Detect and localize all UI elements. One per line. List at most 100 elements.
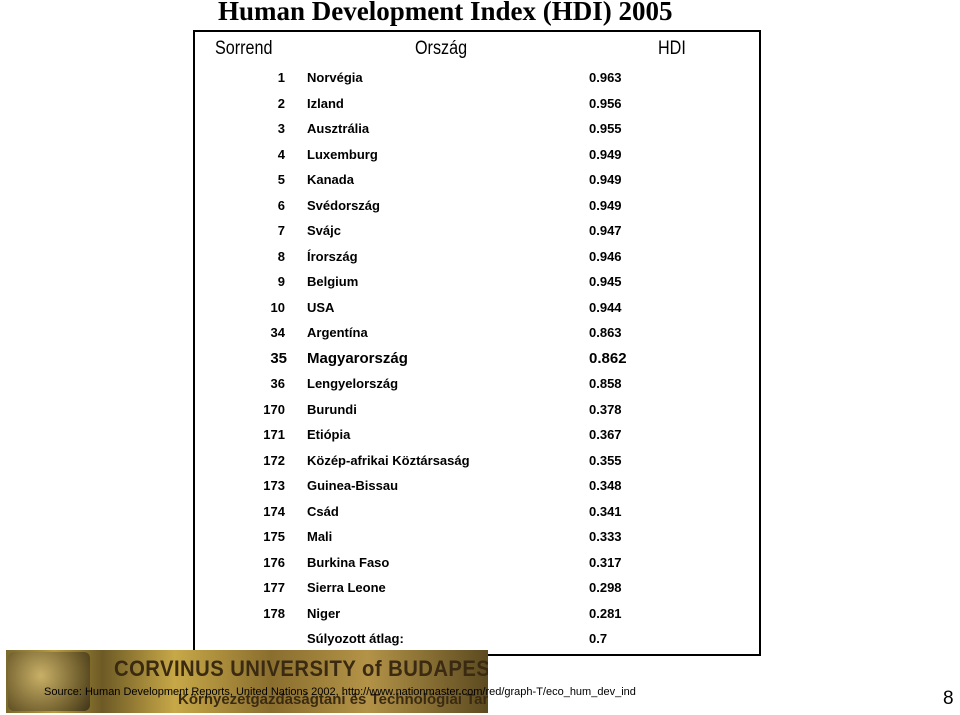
- rank-cell: 6: [277, 197, 285, 213]
- table-row: 177 Sierra Leone 0.298: [195, 575, 759, 600]
- country-cell: Lengyelország: [307, 376, 399, 391]
- country-cell: Belgium: [307, 274, 359, 289]
- country-cell: Argentína: [307, 325, 368, 340]
- rank-cell: 10: [270, 299, 285, 315]
- country-cell: Niger: [307, 605, 341, 621]
- table-row: 2 Izland 0.956: [195, 91, 759, 116]
- hdi-cell: 0.945: [589, 274, 622, 289]
- country-cell: Svédország: [307, 197, 380, 213]
- country-cell: Etiópia: [307, 427, 351, 442]
- hdi-cell: 0.367: [589, 427, 622, 442]
- hdi-cell: 0.348: [589, 478, 622, 493]
- hdi-cell: 0.947: [589, 223, 622, 238]
- hdi-cell: 0.949: [589, 146, 622, 162]
- hdi-cell: 0.963: [589, 70, 622, 85]
- rank-cell: 170: [263, 401, 285, 417]
- table-row: Súlyozott átlag: 0.7: [195, 626, 759, 651]
- hdi-cell: 0.298: [589, 580, 622, 595]
- table-row: 175 Mali 0.333: [195, 524, 759, 549]
- hdi-cell: 0.944: [589, 299, 622, 315]
- table-row: 178 Niger 0.281: [195, 601, 759, 626]
- hdi-cell: 0.341: [589, 503, 622, 519]
- table-row: 171 Etiópia 0.367: [195, 422, 759, 447]
- country-cell: USA: [307, 299, 335, 315]
- rank-cell: 8: [277, 248, 285, 264]
- table-row: 34 Argentína 0.863: [195, 320, 759, 345]
- table-row: 36 Lengyelország 0.858: [195, 371, 759, 396]
- rank-cell: 7: [277, 223, 285, 238]
- header-country: Ország: [415, 38, 468, 59]
- table-row: 4 Luxemburg 0.949: [195, 142, 759, 167]
- country-cell: Burkina Faso: [307, 554, 390, 570]
- rank-cell: 9: [277, 274, 285, 289]
- table-row: 6 Svédország 0.949: [195, 193, 759, 218]
- page-title: Human Development Index (HDI) 2005: [218, 0, 673, 26]
- rank-cell: 174: [263, 503, 285, 519]
- country-cell: Magyarország: [307, 349, 408, 367]
- country-cell: Sierra Leone: [307, 580, 386, 595]
- university-banner: CORVINUS UNIVERSITY of BUDAPEST Környeze…: [6, 650, 488, 713]
- table-row: 8 Írország 0.946: [195, 244, 759, 269]
- table-row: 174 Csád 0.341: [195, 499, 759, 524]
- rank-cell: 5: [277, 172, 285, 187]
- table-row: 176 Burkina Faso 0.317: [195, 550, 759, 575]
- table-row: 9 Belgium 0.945: [195, 269, 759, 294]
- hdi-cell: 0.378: [589, 401, 622, 417]
- footer: CORVINUS UNIVERSITY of BUDAPEST Környeze…: [0, 650, 960, 715]
- header-hdi: HDI: [658, 38, 686, 59]
- hdi-cell: 0.858: [589, 376, 622, 391]
- rank-cell: 175: [263, 529, 285, 544]
- rank-cell: 3: [277, 121, 285, 136]
- hdi-cell: 0.956: [589, 95, 622, 111]
- hdi-cell: 0.333: [589, 529, 622, 544]
- rank-cell: 171: [263, 427, 285, 442]
- rank-cell: 35: [270, 349, 287, 367]
- rank-cell: 1: [277, 70, 285, 85]
- hdi-cell: 0.317: [589, 554, 622, 570]
- table-row: 1 Norvégia 0.963: [195, 65, 759, 90]
- hdi-cell: 0.949: [589, 172, 622, 187]
- rank-cell: 178: [263, 605, 285, 621]
- rank-cell: 176: [263, 554, 285, 570]
- header-rank: Sorrend: [215, 38, 273, 59]
- country-cell: Svájc: [307, 223, 341, 238]
- university-crest-icon: [8, 652, 90, 711]
- source-citation: Source: Human Development Reports, Unite…: [44, 686, 636, 698]
- country-cell: Mali: [307, 529, 333, 544]
- hdi-cell: 0.281: [589, 605, 622, 621]
- rank-cell: 34: [270, 325, 285, 340]
- country-cell: Közép-afrikai Köztársaság: [307, 452, 470, 468]
- rank-cell: 177: [263, 580, 285, 595]
- country-cell: Norvégia: [307, 70, 363, 85]
- hdi-cell: 0.949: [589, 197, 622, 213]
- table-row: 170 Burundi 0.378: [195, 397, 759, 422]
- country-cell: Ausztrália: [307, 121, 370, 136]
- department-name: Környezetgazdaságtani és Technológiai Ta…: [178, 691, 488, 708]
- country-cell: Súlyozott átlag:: [307, 631, 404, 646]
- hdi-cell: 0.7: [589, 631, 608, 646]
- table-row: 172 Közép-afrikai Köztársaság 0.355: [195, 448, 759, 473]
- university-name: CORVINUS UNIVERSITY of BUDAPEST: [114, 656, 488, 681]
- hdi-cell: 0.946: [589, 248, 622, 264]
- table-row: 173 Guinea-Bissau 0.348: [195, 473, 759, 498]
- rank-cell: 173: [263, 478, 285, 493]
- hdi-cell: 0.862: [589, 349, 627, 367]
- hdi-cell: 0.355: [589, 452, 622, 468]
- country-cell: Kanada: [307, 172, 354, 187]
- country-cell: Guinea-Bissau: [307, 478, 399, 493]
- country-cell: Írország: [307, 248, 358, 264]
- table-row: 5 Kanada 0.949: [195, 167, 759, 192]
- country-cell: Izland: [307, 95, 344, 111]
- rank-cell: 4: [277, 146, 285, 162]
- table-row: 7 Svájc 0.947: [195, 218, 759, 243]
- table-row: 35 Magyarország 0.862: [195, 346, 759, 371]
- hdi-cell: 0.955: [589, 121, 622, 136]
- country-cell: Csád: [307, 503, 339, 519]
- table-row: 10 USA 0.944: [195, 295, 759, 320]
- page-number: 8: [943, 688, 954, 709]
- hdi-cell: 0.863: [589, 325, 622, 340]
- country-cell: Luxemburg: [307, 146, 378, 162]
- hdi-table: Sorrend Ország HDI 1 Norvégia 0.963 2 Izland…: [193, 30, 761, 656]
- country-cell: Burundi: [307, 401, 357, 417]
- rank-cell: 172: [263, 452, 285, 468]
